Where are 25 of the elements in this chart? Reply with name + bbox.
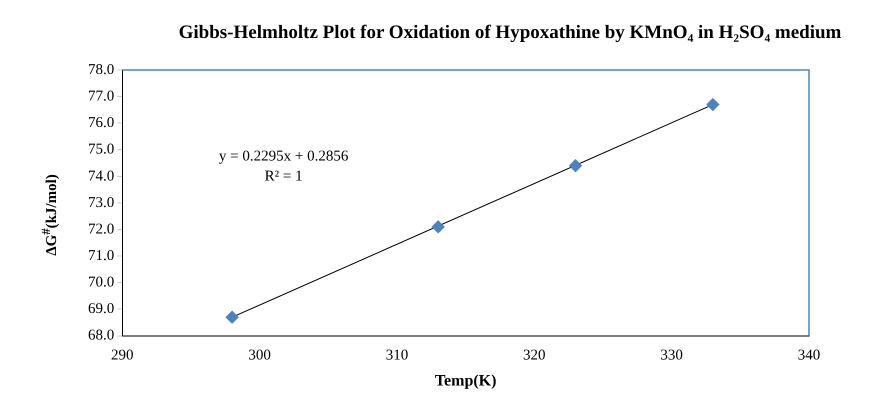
point [569,159,582,172]
y-tick-label: 74.0 [88,168,114,184]
x-tick-label: 310 [386,348,408,364]
point [432,220,445,234]
x-tick-label: 290 [111,348,134,364]
x-axis-title: Temp(K) [434,372,496,390]
y-tick-label: 71.0 [88,248,114,264]
y-tick-label: 75.0 [88,142,114,158]
y-tick-label: 69.0 [88,301,114,318]
x-tick-label: 320 [523,348,546,364]
point [706,98,720,112]
y-tick-label: 76.0 [88,115,114,132]
annotation: R² = 1 [264,168,303,184]
y-tick-label: 68.0 [88,328,114,344]
x-tick-label: 300 [248,348,271,364]
y-tick-label: 73.0 [88,194,114,211]
y-tick-label: 72.0 [88,221,114,238]
chart-title: Gibbs-Helmholtz Plot for Oxidation of Hypoxathine by KMnO₄ in H₂SO₄ medium [178,22,842,44]
x-tick-label: 340 [798,348,820,364]
y-tick-label: 70.0 [88,274,114,291]
y-tick-label: 77.0 [88,88,114,105]
y-tick-label: 78.0 [88,62,114,78]
annotation: y = 0.2295x + 0.2856 [218,148,349,164]
point [226,310,239,324]
x-tick-label: 330 [660,348,683,364]
